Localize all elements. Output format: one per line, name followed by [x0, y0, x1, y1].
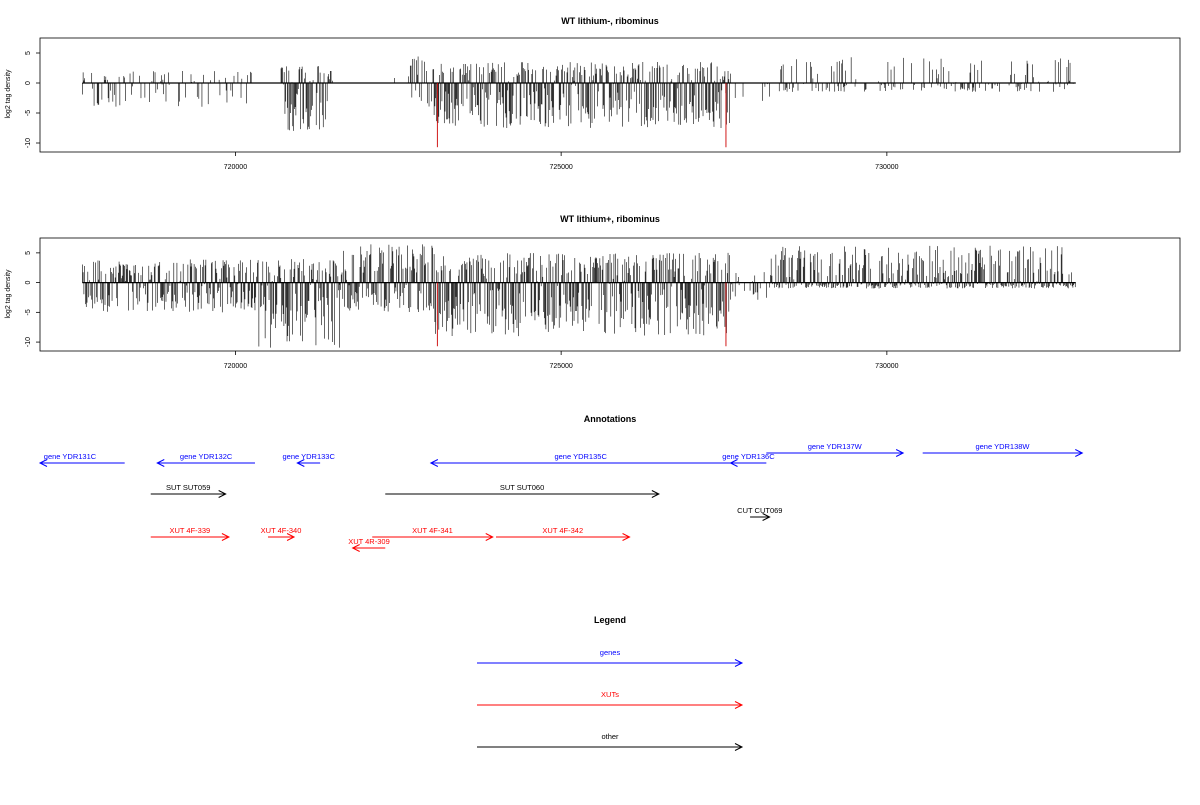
legend-item-xut: XUTs: [477, 690, 744, 709]
arrow-head: [734, 659, 744, 667]
arrow-head: [622, 533, 631, 541]
y-tick-label: 0: [25, 281, 32, 285]
x-tick-label: 725000: [549, 363, 572, 370]
legend-label: genes: [600, 648, 621, 657]
y-tick-label: -10: [25, 337, 32, 347]
feature-xut: XUT 4F-341: [372, 526, 494, 541]
arrow-head: [734, 701, 744, 709]
feature-other: CUT CUT069: [737, 506, 782, 521]
legend-title: Legend: [594, 615, 626, 625]
feature-label: gene YDR135C: [554, 452, 607, 461]
feature-label: gene YDR133C: [283, 452, 336, 461]
annotations-title: Annotations: [584, 414, 637, 424]
feature-gene: gene YDR131C: [38, 452, 125, 467]
annotations-panel: Annotations gene YDR131C gene YDR132C gene…: [38, 414, 1084, 552]
track-title: WT lithium-, ribominus: [561, 16, 659, 26]
arrow-head: [156, 459, 165, 467]
legend-label: XUTs: [601, 690, 619, 699]
y-axis-label: log2 tag density: [5, 269, 12, 319]
feature-label: gene YDR132C: [180, 452, 233, 461]
legend-panel: Legend genes XUTs other: [477, 615, 744, 751]
feature-label: XUT 4F-342: [542, 526, 583, 535]
track-title: WT lithium+, ribominus: [560, 214, 660, 224]
arrow-head: [762, 513, 771, 521]
arrow-head: [651, 490, 660, 498]
feature-gene: gene YDR135C: [429, 452, 731, 467]
arrow-head: [221, 533, 231, 541]
feature-label: XUT 4F-340: [261, 526, 302, 535]
y-tick-label: 5: [25, 251, 32, 255]
arrow-head: [429, 459, 439, 467]
feature-gene: gene YDR133C: [283, 452, 336, 467]
feature-xut: XUT 4F-339: [150, 526, 231, 541]
feature-label: gene YDR137W: [808, 442, 863, 451]
arrow-head: [351, 544, 360, 552]
y-tick-label: -5: [25, 110, 32, 116]
feature-gene: gene YDR137W: [766, 442, 905, 457]
legend-label: other: [601, 732, 619, 741]
feature-label: XUT 4F-339: [169, 526, 210, 535]
density-bars: [82, 244, 1076, 348]
feature-other: SUT SUT060: [385, 483, 660, 498]
y-tick-label: -10: [25, 138, 32, 148]
legend-item-gene: genes: [477, 648, 744, 667]
x-tick-label: 720000: [224, 164, 247, 171]
feature-xut: XUT 4F-340: [261, 526, 302, 541]
arrow-head: [1075, 449, 1084, 457]
feature-label: CUT CUT069: [737, 506, 782, 515]
track-panel-lithium-minus: WT lithium-, ribominus log2 tag density …: [5, 16, 1181, 171]
x-tick-label: 730000: [875, 164, 898, 171]
feature-label: SUT SUT060: [500, 483, 544, 492]
feature-label: SUT SUT059: [166, 483, 210, 492]
y-tick-label: 5: [25, 51, 32, 55]
feature-gene: gene YDR132C: [156, 452, 255, 467]
arrow-head: [729, 459, 738, 467]
arrow-head: [218, 490, 227, 498]
arrow-head: [38, 459, 48, 467]
feature-xut: XUT 4R-309: [348, 537, 390, 552]
x-tick-label: 730000: [875, 363, 898, 370]
feature-label: gene YDR131C: [44, 452, 97, 461]
feature-label: gene YDR138W: [975, 442, 1030, 451]
plot-frame: [39, 37, 1181, 153]
y-tick-label: 0: [25, 81, 32, 85]
feature-gene: gene YDR138W: [922, 442, 1084, 457]
track-panel-lithium-plus: WT lithium+, ribominus log2 tag density …: [5, 214, 1181, 370]
feature-gene: gene YDR136C: [722, 452, 775, 467]
density-bars: [82, 56, 1074, 131]
feature-label: gene YDR136C: [722, 452, 775, 461]
x-tick-label: 725000: [549, 164, 572, 171]
feature-label: XUT 4R-309: [348, 537, 390, 546]
y-axis-label: log2 tag density: [5, 69, 12, 119]
x-tick-label: 720000: [224, 363, 247, 370]
arrow-head: [485, 533, 494, 541]
plot-frame: [39, 237, 1181, 352]
arrow-head: [734, 743, 744, 751]
feature-label: XUT 4F-341: [412, 526, 453, 535]
feature-other: SUT SUT059: [150, 483, 227, 498]
feature-xut: XUT 4F-342: [496, 526, 631, 541]
legend-item-other: other: [477, 732, 744, 751]
arrow-head: [286, 533, 296, 541]
arrow-head: [296, 459, 305, 467]
y-tick-label: -5: [25, 309, 32, 315]
arrow-head: [895, 449, 905, 457]
